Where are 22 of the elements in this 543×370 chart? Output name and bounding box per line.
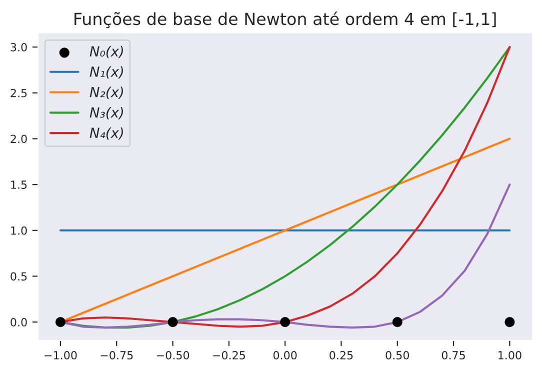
- x-tick-label: −0.25: [213, 351, 245, 360]
- legend-label: N₁(x): [90, 66, 123, 79]
- x-tick-label: 0.75: [442, 351, 465, 360]
- x-tick-label: 0.50: [386, 351, 410, 360]
- legend-label: N₂(x): [90, 86, 123, 99]
- y-tick-label: 2.0: [10, 134, 27, 144]
- x-tick-label: −0.50: [156, 351, 190, 360]
- legend-label: N₀(x): [90, 46, 123, 58]
- x-tick-label: −0.75: [100, 351, 133, 360]
- y-tick-label: 1.0: [11, 226, 27, 235]
- y-tick-label: 0.0: [10, 318, 27, 326]
- y-tick-label: 3.0: [10, 43, 27, 52]
- x-tick-label: 0.25: [330, 351, 353, 360]
- chart-title: Funções de base de Newton até ordem 4 em [-1,1]: [74, 12, 496, 28]
- y-tick-label: 1.5: [11, 180, 27, 189]
- x-tick-label: 1.00: [498, 351, 522, 360]
- x-tick-label: 0.00: [273, 351, 297, 360]
- y-tick-label: 2.5: [10, 88, 27, 98]
- y-tick-label: 0.5: [10, 272, 27, 281]
- legend-label: N₃(x): [90, 106, 123, 120]
- x-tick-label: −1.00: [44, 351, 77, 360]
- legend-label: N₄(x): [90, 127, 123, 140]
